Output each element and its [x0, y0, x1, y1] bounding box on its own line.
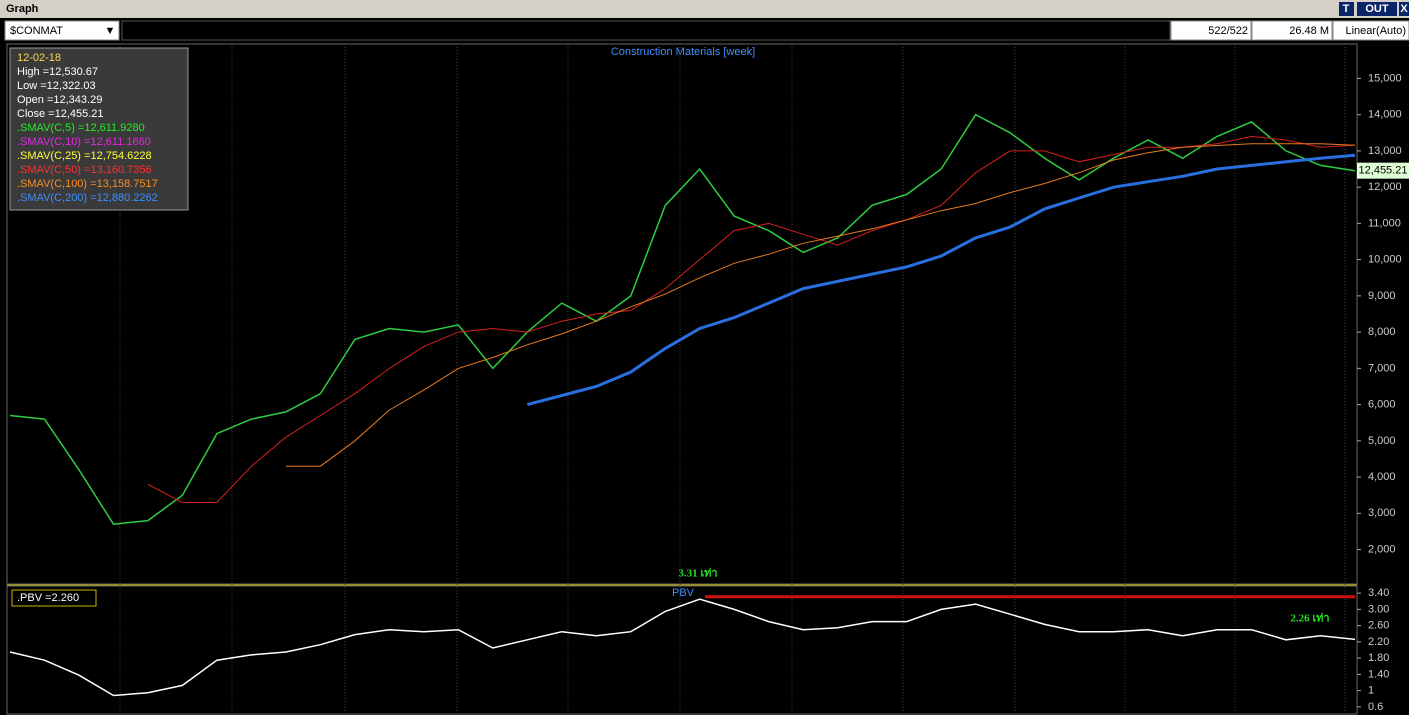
y-tick-label: 3,000 — [1368, 507, 1396, 519]
toolbar-field — [1332, 20, 1409, 41]
y-tick-label: 2.20 — [1368, 636, 1389, 648]
button-label[interactable]: OUT — [1365, 3, 1389, 15]
last-price: 12,455.21 — [1359, 165, 1408, 177]
button[interactable] — [1357, 2, 1397, 16]
toolbar-field — [121, 20, 1171, 41]
y-tick-label: 6,000 — [1368, 399, 1396, 411]
info-line: Close =12,455.21 — [17, 108, 104, 120]
scale-mode[interactable]: Linear(Auto) — [1345, 25, 1406, 37]
button-label[interactable]: T — [1343, 3, 1350, 15]
y-tick-label: 4,000 — [1368, 471, 1396, 483]
chart-title: Construction Materials [week] — [611, 46, 755, 58]
annotation: 2.26 เท่า — [1290, 613, 1329, 625]
y-tick-label: 1.80 — [1368, 652, 1389, 664]
annotation: 3.31 เท่า — [678, 568, 717, 580]
y-tick-label: 12,000 — [1368, 181, 1402, 193]
series-line — [9, 113, 1356, 525]
window-title: Graph — [6, 3, 39, 15]
y-tick-label: 3.00 — [1368, 603, 1389, 615]
y-tick-label: 7,000 — [1368, 362, 1396, 374]
pbv-info: .PBV =2.260 — [17, 592, 79, 604]
button[interactable] — [1399, 2, 1409, 16]
info-line: Low =12,322.03 — [17, 80, 96, 92]
info-box — [9, 47, 189, 211]
info-line: .SMAV(C,100) =13,158.7517 — [17, 178, 158, 190]
last-price-tag — [1357, 162, 1409, 179]
y-tick-label: 9,000 — [1368, 290, 1396, 302]
info-line: 12-02-18 — [17, 52, 61, 64]
info-line: .SMAV(C,25) =12,754.6228 — [17, 150, 152, 162]
info-line: Open =12,343.29 — [17, 94, 102, 106]
y-tick-label: 15,000 — [1368, 72, 1402, 84]
bar-count: 522/522 — [1208, 25, 1248, 37]
y-tick-label: 3.40 — [1368, 587, 1389, 599]
y-tick-label: 11,000 — [1368, 217, 1401, 229]
y-tick-label: 2,000 — [1368, 543, 1396, 555]
y-tick-label: 13,000 — [1368, 145, 1402, 157]
symbol[interactable]: $CONMAT — [10, 25, 63, 37]
y-tick-label: 10,000 — [1368, 254, 1402, 266]
y-tick-label: 0.6 — [1368, 701, 1383, 713]
info-line: .SMAV(C,50) =13,160.7356 — [17, 164, 152, 176]
button[interactable] — [1339, 2, 1354, 16]
y-tick-label: 2.60 — [1368, 620, 1389, 632]
info-line: .SMAV(C,10) =12,611.1660 — [17, 136, 151, 148]
info-line: .SMAV(C,200) =12,880.2262 — [17, 192, 158, 204]
toolbar-field — [1251, 20, 1333, 41]
symbol-select[interactable] — [4, 20, 120, 41]
y-tick-label: 1 — [1368, 685, 1374, 697]
button-label[interactable]: X — [1400, 3, 1408, 15]
y-tick-label: 1.40 — [1368, 668, 1389, 680]
series-line — [147, 135, 1356, 503]
info-line: High =12,530.67 — [17, 66, 98, 78]
series-line — [285, 143, 1356, 467]
y-tick-label: 14,000 — [1368, 109, 1402, 121]
dropdown-arrow[interactable]: ▼ — [105, 25, 116, 37]
info-line: .SMAV(C,5) =12,611.9280 — [17, 122, 145, 134]
series-label: PBV — [672, 587, 695, 599]
y-tick-label: 5,000 — [1368, 435, 1396, 447]
toolbar-field — [1170, 20, 1252, 41]
series-line — [526, 153, 1356, 407]
series-line — [9, 598, 1356, 697]
info-box — [11, 589, 97, 607]
volume: 26.48 M — [1289, 25, 1329, 37]
title-bar — [0, 0, 1409, 18]
y-tick-label: 8,000 — [1368, 326, 1396, 338]
